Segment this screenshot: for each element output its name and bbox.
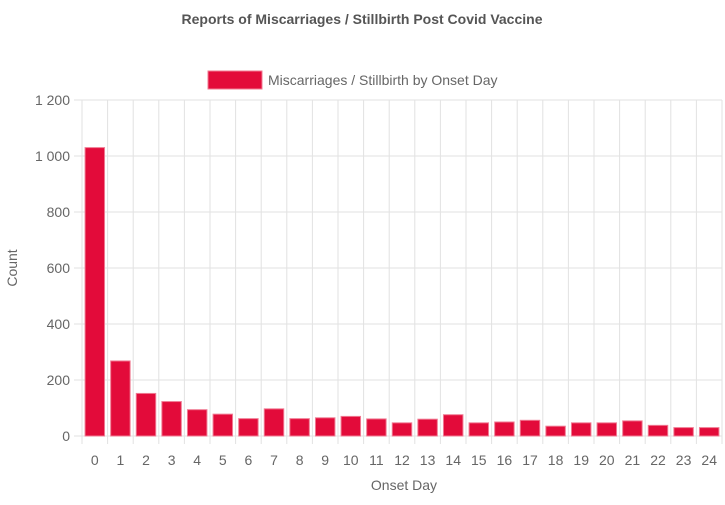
bar-day-16[interactable]: [494, 421, 515, 437]
bar-day-2[interactable]: [135, 392, 157, 437]
x-tick-label: 14: [445, 452, 461, 468]
bar-day-7[interactable]: [263, 408, 285, 437]
x-tick-label: 22: [650, 452, 666, 468]
x-tick-label: 8: [296, 452, 304, 468]
y-axis-label: Count: [4, 249, 20, 286]
y-axis-ticks: 0 200 400 600 800 1 000 1 200: [35, 92, 70, 444]
y-tick-label: 800: [47, 204, 71, 220]
bar-day-9[interactable]: [314, 417, 336, 437]
gridlines: [74, 99, 723, 444]
legend[interactable]: Miscarriages / Stillbirth by Onset Day: [207, 70, 498, 90]
bar-day-13[interactable]: [417, 418, 438, 437]
x-tick-label: 4: [193, 452, 201, 468]
bar-day-10[interactable]: [340, 415, 362, 437]
bar-day-1[interactable]: [110, 360, 131, 437]
bar-day-22[interactable]: [647, 424, 669, 437]
x-tick-label: 11: [369, 452, 384, 468]
y-tick-label: 1 000: [35, 148, 70, 164]
bar-day-23[interactable]: [673, 427, 694, 437]
y-tick-label: 600: [47, 260, 71, 276]
bar-day-6[interactable]: [238, 418, 259, 437]
bar-day-18[interactable]: [545, 425, 566, 437]
x-tick-label: 23: [676, 452, 692, 468]
x-tick-label: 18: [548, 452, 564, 468]
x-tick-label: 15: [471, 452, 487, 468]
x-tick-label: 12: [394, 452, 410, 468]
bar-day-11[interactable]: [366, 418, 387, 437]
x-tick-label: 10: [343, 452, 359, 468]
x-tick-label: 13: [420, 452, 436, 468]
x-tick-label: 2: [142, 452, 150, 468]
bar-day-5[interactable]: [212, 413, 234, 437]
y-tick-label: 200: [47, 372, 71, 388]
legend-label: Miscarriages / Stillbirth by Onset Day: [268, 72, 498, 88]
bar-day-12[interactable]: [391, 422, 413, 437]
x-tick-label: 19: [573, 452, 589, 468]
x-tick-label: 17: [522, 452, 538, 468]
chart-title: Reports of Miscarriages / Stillbirth Pos…: [182, 11, 543, 27]
bar-day-3[interactable]: [161, 401, 182, 437]
x-tick-label: 20: [599, 452, 615, 468]
bar-day-19[interactable]: [570, 422, 592, 437]
x-axis-label: Onset Day: [371, 477, 437, 493]
x-tick-label: 9: [321, 452, 329, 468]
x-tick-label: 16: [497, 452, 513, 468]
x-axis-ticks: 0 1 2 3 4 5 6 7 8 9 10 11 12 13 14 15 16 17 18 19 20 21 22 23 24: [91, 452, 717, 468]
bar-day-8[interactable]: [289, 418, 310, 437]
x-tick-label: 0: [91, 452, 99, 468]
bars: [84, 147, 720, 437]
legend-swatch: [207, 70, 263, 90]
x-tick-label: 21: [625, 452, 641, 468]
x-tick-label: 24: [701, 452, 717, 468]
x-tick-label: 5: [219, 452, 227, 468]
bar-day-21[interactable]: [622, 420, 643, 437]
bar-day-0[interactable]: [84, 147, 106, 437]
bar-day-24[interactable]: [698, 427, 720, 437]
bar-day-4[interactable]: [186, 409, 208, 437]
x-tick-label: 1: [117, 452, 125, 468]
bar-day-20[interactable]: [596, 422, 618, 437]
bar-day-17[interactable]: [519, 419, 541, 437]
bar-day-14[interactable]: [442, 414, 464, 437]
bar-day-15[interactable]: [468, 422, 490, 437]
y-tick-label: 0: [62, 428, 70, 444]
x-tick-label: 7: [270, 452, 278, 468]
x-tick-label: 3: [168, 452, 176, 468]
x-tick-label: 6: [245, 452, 253, 468]
y-tick-label: 400: [47, 316, 71, 332]
y-tick-label: 1 200: [35, 92, 70, 108]
